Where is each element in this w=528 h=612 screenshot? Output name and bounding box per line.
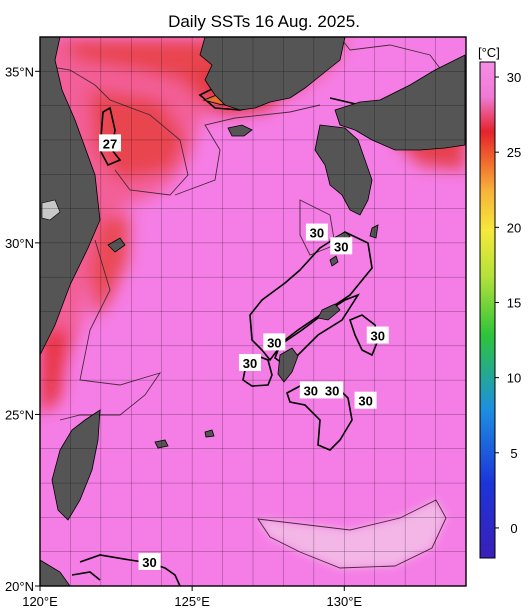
land-kyushu: [314, 124, 373, 216]
contour-label: 30: [330, 237, 353, 255]
map-title: Daily SSTs 16 Aug. 2025.: [168, 12, 360, 31]
contour-label: 30: [138, 552, 161, 570]
lon-tick-label: 120°E: [22, 594, 58, 609]
lon-tick-label: 125°E: [174, 594, 210, 609]
contour-label-text: 30: [334, 239, 348, 254]
contour-labels: 27 30 30 30 30 30 30 30 30 30: [98, 134, 389, 570]
contour-label-text: 30: [358, 394, 372, 409]
contour-label: 30: [299, 381, 322, 399]
axis-ticks: 120°E 125°E 130°E 35°N 30°N 25°N 20°N: [5, 64, 362, 609]
contour-label-text: 30: [142, 555, 156, 570]
contour-label-text: 30: [304, 383, 318, 398]
colorbar-scale: [479, 61, 496, 559]
contour-label-bg: [321, 381, 344, 399]
thin-contours: [40, 37, 447, 569]
land-korea: [199, 37, 346, 111]
colorbar-tick-label: 20: [507, 220, 521, 235]
colorbar-tick-label: 30: [507, 70, 521, 85]
lat-tick-label: 35°N: [5, 64, 34, 79]
colorbar-tick-label: 10: [507, 371, 521, 386]
contour-label-bg: [138, 552, 161, 570]
contour-label-text: 27: [103, 136, 117, 151]
land-islet-4: [204, 429, 215, 438]
contour-label-bg: [263, 333, 286, 351]
colorbar-tick-label: 25: [507, 145, 521, 160]
colorbar-tick-label: 5: [510, 446, 517, 461]
colorbar-tick-label: 0: [510, 521, 517, 536]
land-zhoushan: [107, 237, 126, 253]
contour-label: 30: [366, 326, 389, 344]
colorbar-tick-label: 15: [507, 295, 521, 310]
contour-label: 30: [263, 333, 286, 351]
colorbar-ticks: 30 25 20 15 10 5 0: [495, 70, 521, 536]
land-taiwan: [51, 409, 101, 521]
contour-label-bg: [238, 353, 261, 371]
contour-label-bg: [366, 326, 389, 344]
colorbar-unit: [°C]: [478, 45, 500, 60]
land-honshu-shikoku: [334, 54, 466, 151]
contour-label: 30: [354, 391, 377, 409]
contour-label-text: 30: [267, 335, 281, 350]
graticule: [40, 37, 466, 586]
contour-label-bg: [98, 134, 121, 152]
shelf-patch: [41, 199, 61, 221]
contour-label-text: 30: [371, 329, 385, 344]
contour-label-bg: [299, 381, 322, 399]
contour-label: 30: [321, 381, 344, 399]
land-island-3: [329, 255, 339, 267]
colorbar: [°C] 30 25 20 15 10 5 0: [478, 45, 521, 559]
contour-label-text: 30: [325, 383, 339, 398]
land-island-2: [369, 224, 379, 239]
land-okinawa: [277, 347, 299, 383]
land: [40, 37, 466, 586]
contour-label-bg: [305, 223, 328, 241]
map-frame: [39, 36, 467, 587]
contour-label: 30: [238, 353, 261, 371]
land-luzon-north: [40, 559, 71, 586]
map-plot-area: [40, 37, 466, 586]
contour-label-text: 30: [310, 226, 324, 241]
lon-tick-label: 130°E: [327, 594, 363, 609]
land-jeju: [227, 124, 253, 137]
contour-label-text: 30: [243, 356, 257, 371]
contour-label: 27: [98, 134, 121, 152]
lat-tick-label: 30°N: [5, 236, 34, 251]
lat-tick-label: 25°N: [5, 407, 34, 422]
cool-patch-south: [258, 500, 446, 568]
land-china: [40, 37, 101, 356]
contour-label-bg: [354, 391, 377, 409]
land-island-amami: [317, 303, 341, 321]
lat-tick-label: 20°N: [5, 579, 34, 594]
contour-label-bg: [330, 237, 353, 255]
contour-label: 30: [305, 223, 328, 241]
